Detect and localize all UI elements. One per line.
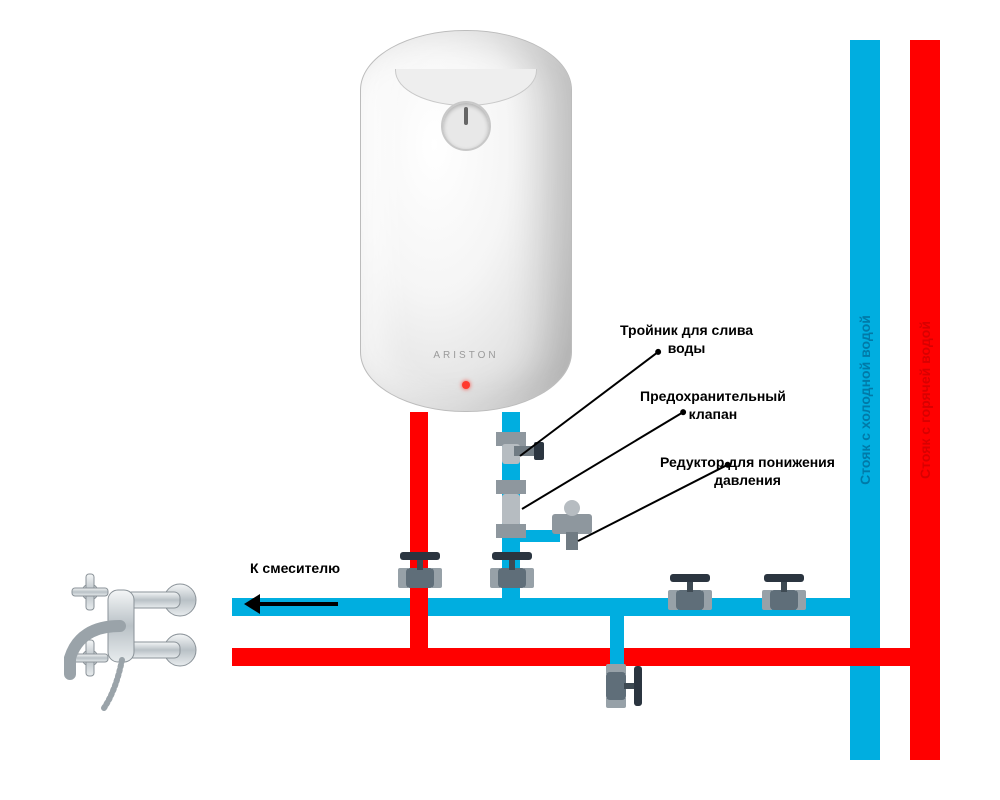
temperature-dial[interactable] xyxy=(441,101,491,151)
cold-branch-pipe xyxy=(232,598,850,616)
tee-label: Тройник для слива воды xyxy=(620,322,753,357)
safety-label: Предохранительный клапан xyxy=(640,388,786,423)
safety-valve-fitting xyxy=(496,480,526,540)
boiler-hot-outlet-pipe xyxy=(410,412,428,666)
reducer-label: Редуктор для понижения давления xyxy=(660,454,835,489)
hot-riser-label: Стояк с горячей водой xyxy=(917,321,933,479)
cold-supply-valve-2[interactable] xyxy=(762,578,806,622)
water-heater: ARISTON xyxy=(360,30,572,412)
mixer-label: К смесителю xyxy=(250,560,340,578)
boiler-brand: ARISTON xyxy=(433,350,498,361)
diagram-canvas: { "colors": { "cold": "#00aee0", "hot": … xyxy=(0,0,1000,800)
mixer-arrow-icon xyxy=(248,602,338,606)
cold-supply-valve-1[interactable] xyxy=(668,578,712,622)
hot-branch-pipe xyxy=(232,648,920,666)
cold-isolation-valve[interactable] xyxy=(490,556,534,600)
power-led-icon xyxy=(462,381,470,389)
hot-isolation-valve[interactable] xyxy=(398,556,442,600)
mixer-tap xyxy=(30,540,230,720)
pressure-reducer-fitting xyxy=(552,504,592,552)
cold-riser-label: Стояк с холодной водой xyxy=(857,315,873,485)
drain-valve[interactable] xyxy=(594,664,638,708)
